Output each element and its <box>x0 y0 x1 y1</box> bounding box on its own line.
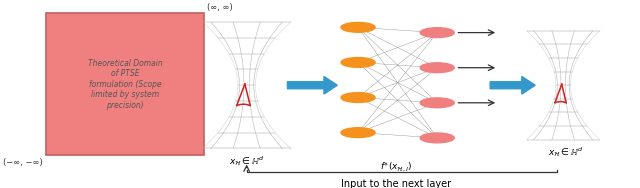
Circle shape <box>420 98 454 108</box>
Circle shape <box>341 58 375 67</box>
Text: (∞, ∞): (∞, ∞) <box>207 3 233 11</box>
Circle shape <box>341 128 375 138</box>
Circle shape <box>420 28 454 38</box>
Bar <box>45 13 204 155</box>
Text: Theoretical Domain
of PTSE
formulation (Scope
limited by system
precision): Theoretical Domain of PTSE formulation (… <box>88 59 163 110</box>
Circle shape <box>420 63 454 73</box>
Text: $x_{\mathcal{H}} \in \mathbb{H}^d$: $x_{\mathcal{H}} \in \mathbb{H}^d$ <box>548 145 584 159</box>
Circle shape <box>420 133 454 143</box>
Circle shape <box>341 22 375 32</box>
Text: $f^{\diamond}(x_{\mathcal{H},l})$: $f^{\diamond}(x_{\mathcal{H},l})$ <box>380 160 412 173</box>
Circle shape <box>341 93 375 102</box>
Text: Input to the next layer: Input to the next layer <box>340 179 451 188</box>
FancyArrow shape <box>490 77 535 94</box>
FancyArrow shape <box>287 77 337 94</box>
Text: $x_{\mathcal{H}} \in \mathbb{H}^d$: $x_{\mathcal{H}} \in \mathbb{H}^d$ <box>229 154 264 168</box>
Text: (−∞, −∞): (−∞, −∞) <box>3 158 43 167</box>
